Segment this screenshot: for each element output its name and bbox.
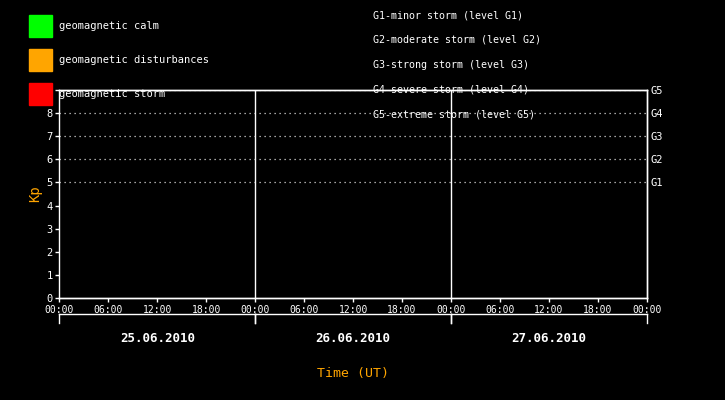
Text: geomagnetic disturbances: geomagnetic disturbances	[59, 55, 210, 65]
Text: G4-severe storm (level G4): G4-severe storm (level G4)	[373, 84, 529, 94]
Text: G5-extreme storm (level G5): G5-extreme storm (level G5)	[373, 109, 535, 119]
Text: Time (UT): Time (UT)	[317, 368, 389, 380]
Text: geomagnetic storm: geomagnetic storm	[59, 89, 166, 99]
Text: 26.06.2010: 26.06.2010	[315, 332, 391, 344]
Text: G3-strong storm (level G3): G3-strong storm (level G3)	[373, 60, 529, 70]
Text: G2-moderate storm (level G2): G2-moderate storm (level G2)	[373, 35, 542, 45]
Text: 27.06.2010: 27.06.2010	[511, 332, 587, 344]
Text: geomagnetic calm: geomagnetic calm	[59, 21, 160, 31]
Y-axis label: Kp: Kp	[28, 186, 42, 202]
Text: G1-minor storm (level G1): G1-minor storm (level G1)	[373, 10, 523, 20]
Text: 25.06.2010: 25.06.2010	[120, 332, 195, 344]
